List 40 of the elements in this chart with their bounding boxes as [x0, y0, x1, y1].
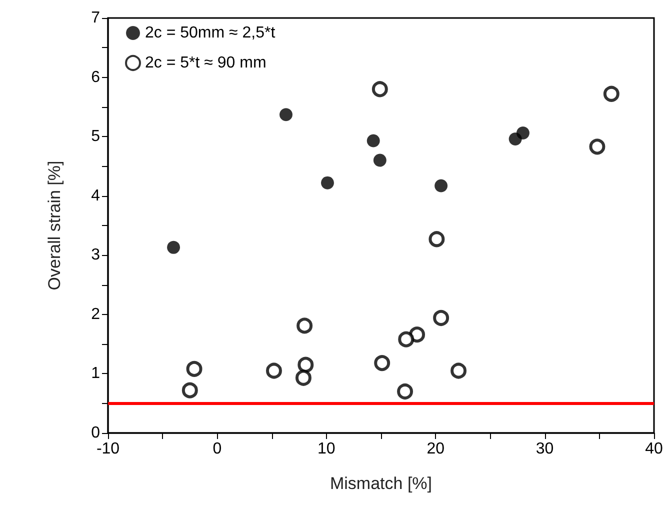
- point: [373, 154, 386, 167]
- y-tick-label: 1: [91, 365, 100, 382]
- point: [295, 370, 312, 386]
- point: [366, 134, 380, 148]
- point: [603, 86, 620, 102]
- point: [398, 331, 414, 348]
- point: [397, 384, 414, 400]
- x-axis-title: Mismatch [%]: [330, 474, 432, 493]
- point: [372, 81, 388, 98]
- point: [434, 179, 448, 192]
- x-tick-label: 40: [645, 440, 663, 458]
- point: [280, 108, 292, 122]
- point: [266, 362, 282, 379]
- y-tick-label: 6: [91, 68, 100, 86]
- point: [450, 362, 467, 379]
- x-tick-label: 0: [212, 440, 222, 458]
- point: [433, 310, 450, 326]
- point: [296, 318, 313, 334]
- y-tick-label: 2: [91, 306, 100, 323]
- point: [589, 138, 606, 155]
- point: [428, 231, 445, 248]
- legend-label: 2c = 50mm ≈ 2,5*t: [145, 24, 276, 42]
- point: [182, 382, 198, 398]
- legend-label: 2c = 5*t ≈ 90 mm: [145, 54, 266, 72]
- point: [374, 355, 390, 372]
- point: [167, 240, 180, 254]
- point: [186, 360, 202, 377]
- y-tick-label: 5: [91, 128, 100, 146]
- x-tick-label: -10: [96, 440, 120, 458]
- y-axis-title: Overall strain [%]: [45, 160, 64, 290]
- y-tick-label: 7: [91, 10, 100, 26]
- x-tick-label: 30: [536, 440, 554, 458]
- x-tick-label: 20: [426, 440, 445, 458]
- y-tick-label: 0: [91, 424, 100, 442]
- y-tick-label: 4: [91, 187, 100, 204]
- x-tick-label: 10: [318, 440, 336, 458]
- point: [321, 176, 334, 190]
- y-tick-label: 3: [91, 246, 100, 264]
- point: [516, 126, 530, 140]
- point: [298, 356, 314, 373]
